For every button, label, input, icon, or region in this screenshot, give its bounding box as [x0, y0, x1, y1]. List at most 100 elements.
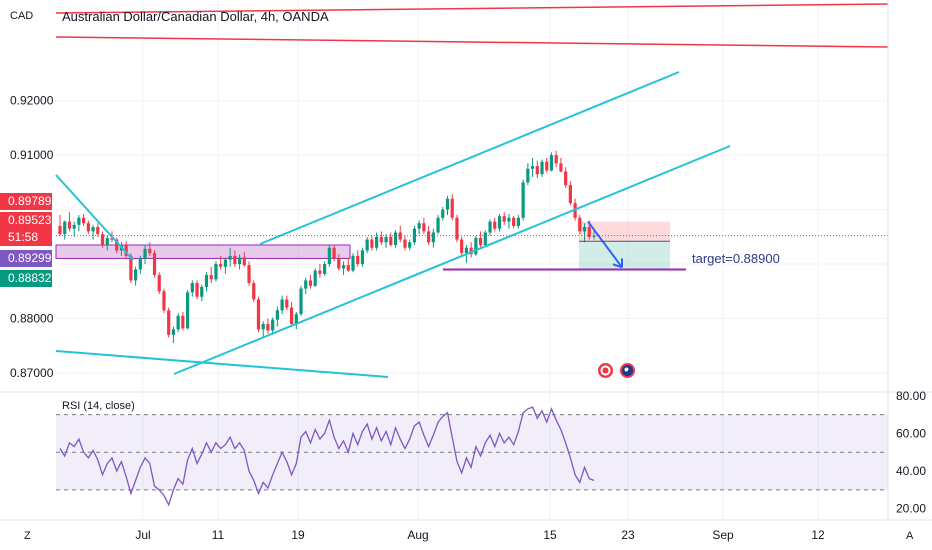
- rsi-label[interactable]: RSI (14, close): [62, 400, 135, 412]
- candle-body: [578, 217, 582, 232]
- x-tick-label: 23: [621, 528, 635, 542]
- price-badge: 51:58: [0, 229, 52, 246]
- candle-body: [304, 280, 308, 289]
- candle-body: [256, 299, 261, 330]
- candle-body: [200, 286, 204, 297]
- y-tick-label: 0.87000: [10, 366, 54, 380]
- canada-flag-icon[interactable]: [598, 363, 613, 378]
- candle-body: [521, 182, 525, 218]
- rsi-pane: [0, 391, 932, 507]
- candle-body: [559, 163, 563, 172]
- candle-body: [181, 315, 185, 329]
- candle-body: [587, 227, 591, 237]
- x-tick-label: 19: [291, 528, 305, 542]
- candle-body: [530, 166, 535, 169]
- resistance-line-top: [55, 3, 889, 14]
- candle-body: [318, 270, 322, 274]
- candle-body: [507, 217, 511, 222]
- candle-body: [460, 239, 464, 254]
- candle-body: [185, 292, 190, 329]
- rsi-line: [59, 406, 595, 507]
- grid: [56, 0, 888, 520]
- support-zone: [55, 244, 351, 259]
- candle-body: [223, 259, 227, 267]
- candle-body: [356, 255, 360, 265]
- candle-body: [162, 291, 166, 311]
- candle-body: [393, 232, 398, 245]
- candle-body: [497, 216, 502, 229]
- candle-body: [582, 227, 587, 232]
- candle-body: [535, 166, 539, 175]
- candle-body: [360, 250, 365, 265]
- candle-body: [427, 231, 431, 243]
- candle-body: [564, 171, 568, 186]
- channel-lower-line: [173, 145, 731, 375]
- candle-body: [417, 223, 421, 229]
- candle-body: [332, 247, 336, 259]
- candle-body: [86, 223, 90, 232]
- candle-body: [247, 265, 251, 284]
- candle-body: [351, 255, 355, 271]
- candle-body: [252, 283, 256, 300]
- projection-arrow-line: [587, 220, 623, 268]
- chart-title[interactable]: Australian Dollar/Canadian Dollar, 4h, O…: [62, 9, 329, 24]
- x-tick-label: Jul: [135, 528, 150, 542]
- candle-body: [100, 234, 105, 245]
- candle-body: [337, 258, 341, 269]
- price-badge: 0.89299: [0, 250, 52, 267]
- candle-body: [219, 264, 223, 267]
- candle-body: [171, 329, 176, 335]
- candle-body: [167, 310, 171, 335]
- target-label: target=0.88900: [692, 251, 780, 266]
- auto-scale-icon[interactable]: A: [906, 530, 914, 542]
- candle-body: [516, 217, 520, 226]
- candle-body: [450, 198, 454, 218]
- candle-body: [346, 265, 350, 271]
- candle-body: [431, 232, 435, 243]
- candle-body: [124, 245, 128, 256]
- candle-body: [280, 299, 284, 311]
- downtrend-line: [55, 174, 134, 261]
- candle-body: [91, 227, 95, 232]
- candle-body: [275, 310, 279, 320]
- candle-body: [228, 255, 232, 260]
- candle-body: [341, 265, 346, 269]
- candle-body: [436, 217, 440, 233]
- candle-body: [96, 227, 100, 235]
- candle-body: [568, 185, 572, 204]
- candle-body: [365, 239, 369, 251]
- candle-body: [214, 264, 218, 280]
- australia-flag-icon[interactable]: [620, 363, 635, 378]
- candle-body: [379, 236, 383, 243]
- candle-body: [408, 242, 412, 248]
- projection-arrowhead: [612, 258, 623, 269]
- candle-body: [422, 223, 426, 232]
- stop-loss-zone: [579, 221, 670, 242]
- y-tick-label: 0.88000: [10, 312, 54, 326]
- candle-body: [299, 288, 303, 315]
- candle-body: [204, 274, 209, 287]
- y-tick-label: 0.92000: [10, 94, 54, 108]
- candle-body: [110, 237, 114, 240]
- candle-body: [67, 221, 72, 229]
- candle-body: [488, 221, 492, 233]
- candle-body: [464, 247, 469, 254]
- candle-body: [63, 221, 67, 235]
- x-tick-label: 15: [543, 528, 557, 542]
- currency-label: CAD: [10, 10, 34, 22]
- x-tick-label: Sep: [712, 528, 734, 542]
- candle-body: [176, 315, 180, 330]
- candle-body: [195, 283, 199, 297]
- candle-body: [389, 236, 393, 245]
- price-badge: 0.88832: [0, 270, 52, 287]
- candle-body: [370, 239, 374, 248]
- candle-body: [554, 155, 558, 164]
- candle-body: [233, 255, 237, 265]
- candle-body: [143, 248, 147, 259]
- candle-body: [285, 299, 289, 308]
- candle-body: [493, 221, 497, 229]
- zoom-icon[interactable]: Z: [24, 530, 31, 542]
- candle-body: [526, 168, 530, 183]
